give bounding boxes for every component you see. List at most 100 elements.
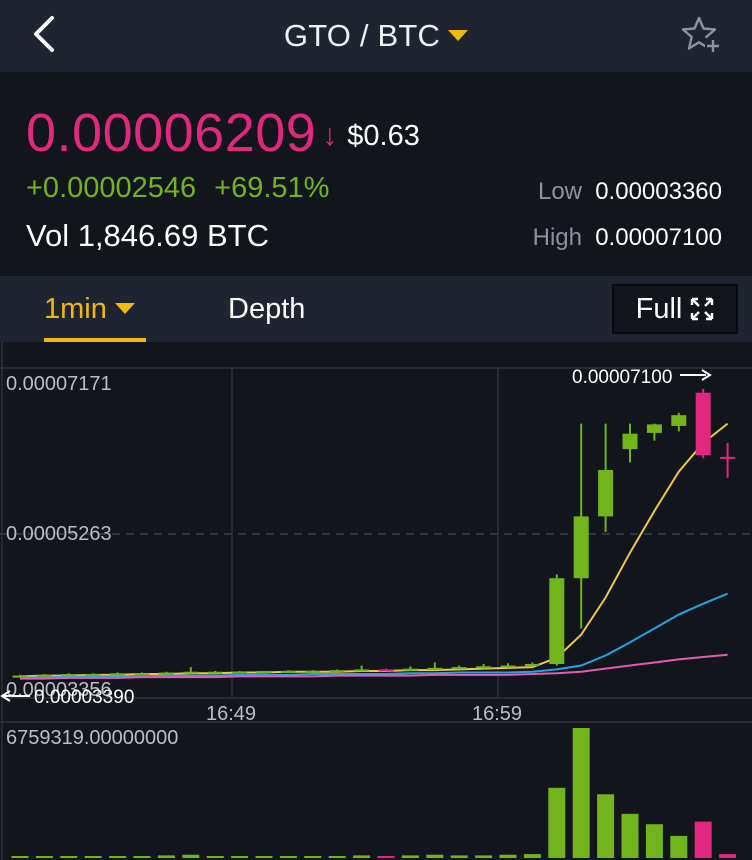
volume-bar	[279, 856, 297, 858]
volume-bar	[475, 855, 493, 858]
tab-depth[interactable]: Depth	[228, 292, 306, 325]
volume-bar	[377, 856, 395, 858]
candle-body	[378, 669, 394, 672]
y-tick-label: 0.00003356	[6, 679, 112, 701]
candle-body	[12, 675, 28, 678]
down-arrow-icon: ↓	[322, 119, 338, 152]
volume-bar	[572, 728, 590, 858]
ma-line-fast	[19, 422, 729, 678]
candle-body	[280, 670, 296, 673]
last-price: 0.00006209	[26, 103, 317, 163]
candle-body	[671, 415, 687, 426]
candle-body	[500, 665, 516, 668]
price-row: 0.00006209 ↓ $0.63	[26, 102, 420, 164]
volume-bar	[206, 856, 224, 858]
volume-bar	[523, 854, 541, 858]
volume-24h: Vol 1,846.69 BTC	[26, 218, 269, 253]
volume-bar	[109, 856, 127, 858]
chevron-left-icon	[34, 16, 54, 52]
volume-bar	[133, 856, 151, 858]
expand-icon	[691, 297, 714, 321]
low-stat: Low 0.00003360	[512, 178, 722, 206]
low-value: 0.00003360	[595, 178, 722, 205]
volume-bar	[255, 856, 273, 858]
add-favorite-button[interactable]	[680, 14, 722, 56]
ticker-panel: 0.00006209 ↓ $0.63 +0.00002546 +69.51% V…	[0, 72, 752, 276]
candle-body	[85, 674, 101, 677]
caret-down-icon	[114, 302, 135, 314]
volume-bar	[60, 856, 78, 858]
volume-bar	[328, 856, 346, 858]
volume-bar	[597, 794, 615, 858]
volume-bar	[670, 835, 688, 858]
volume-bar	[353, 855, 371, 858]
candlestick-chart[interactable]: 0.00007171 0.00005263 0.00003356 16:49 1…	[0, 342, 752, 860]
volume-bar	[157, 855, 175, 858]
pair-title: GTO / BTC	[283, 18, 441, 53]
volume-bars	[11, 728, 737, 858]
candle-body	[695, 392, 711, 456]
candle-body	[207, 671, 223, 674]
volume-bar	[426, 854, 444, 858]
top-bar: GTO / BTC	[0, 0, 752, 72]
candle-body	[524, 663, 540, 666]
candle-body	[110, 673, 126, 676]
candle-body	[158, 672, 174, 675]
pair-selector[interactable]: GTO / BTC	[0, 0, 752, 72]
chart-tabs: 1min Depth Full	[0, 276, 752, 342]
left-arrow-icon	[0, 690, 30, 702]
active-tab-indicator	[44, 338, 146, 342]
volume-bar	[401, 855, 419, 858]
change-percent: +69.51%	[214, 172, 330, 204]
candle-body	[305, 670, 321, 673]
x-tick-label: 16:49	[206, 703, 256, 725]
volume-bar	[11, 856, 29, 858]
volume-bar	[621, 813, 639, 858]
candle-body	[402, 668, 418, 671]
price-chart[interactable]: 0.00007171 0.00005263 0.00003356 16:49 1…	[0, 342, 752, 860]
candle-body	[427, 667, 443, 670]
fullscreen-label: Full	[635, 292, 683, 325]
star-plus-icon	[681, 16, 721, 54]
volume-bar	[182, 854, 200, 858]
volume-bar	[304, 856, 322, 858]
volume-bar	[450, 855, 468, 858]
candle-body	[329, 670, 345, 673]
candle-body	[134, 673, 150, 676]
candle-body	[183, 671, 199, 674]
candle-body	[232, 671, 248, 674]
volume-bar	[719, 854, 737, 858]
y-tick-label: 0.00007171	[6, 373, 112, 395]
y-tick-label: 0.00005263	[6, 523, 112, 545]
high-stat: High 0.00007100	[512, 224, 722, 252]
volume-max-label: 6759319.00000000	[6, 727, 178, 749]
candle-body	[451, 667, 467, 670]
candle-body	[646, 424, 662, 433]
candle-body	[256, 670, 272, 673]
volume-bar	[645, 824, 663, 858]
moving-averages	[19, 422, 729, 680]
change-row: +0.00002546 +69.51%	[26, 172, 329, 205]
candle-body	[598, 470, 614, 517]
candle-body	[549, 578, 565, 664]
low-marker-label: 0.00003390	[34, 687, 134, 708]
volume-bar	[548, 787, 566, 858]
candle-body	[476, 666, 492, 669]
candle-body	[573, 516, 589, 579]
fullscreen-button[interactable]: Full	[612, 284, 738, 334]
interval-label: 1min	[44, 292, 107, 325]
volume-bar	[231, 856, 249, 858]
candle-body	[36, 674, 52, 677]
high-value: 0.00007100	[595, 224, 722, 251]
change-absolute: +0.00002546	[26, 172, 197, 204]
low-label: Low	[537, 178, 582, 205]
fiat-price: $0.63	[347, 120, 420, 152]
ma-line-slow	[20, 653, 728, 680]
ma-line-mid	[19, 592, 728, 679]
high-marker-label: 0.00007100	[572, 367, 672, 388]
candle-body	[622, 433, 638, 450]
volume-bar	[84, 856, 102, 858]
right-arrow-icon	[680, 369, 712, 381]
tab-interval[interactable]: 1min	[44, 276, 146, 342]
back-button[interactable]	[26, 12, 66, 56]
